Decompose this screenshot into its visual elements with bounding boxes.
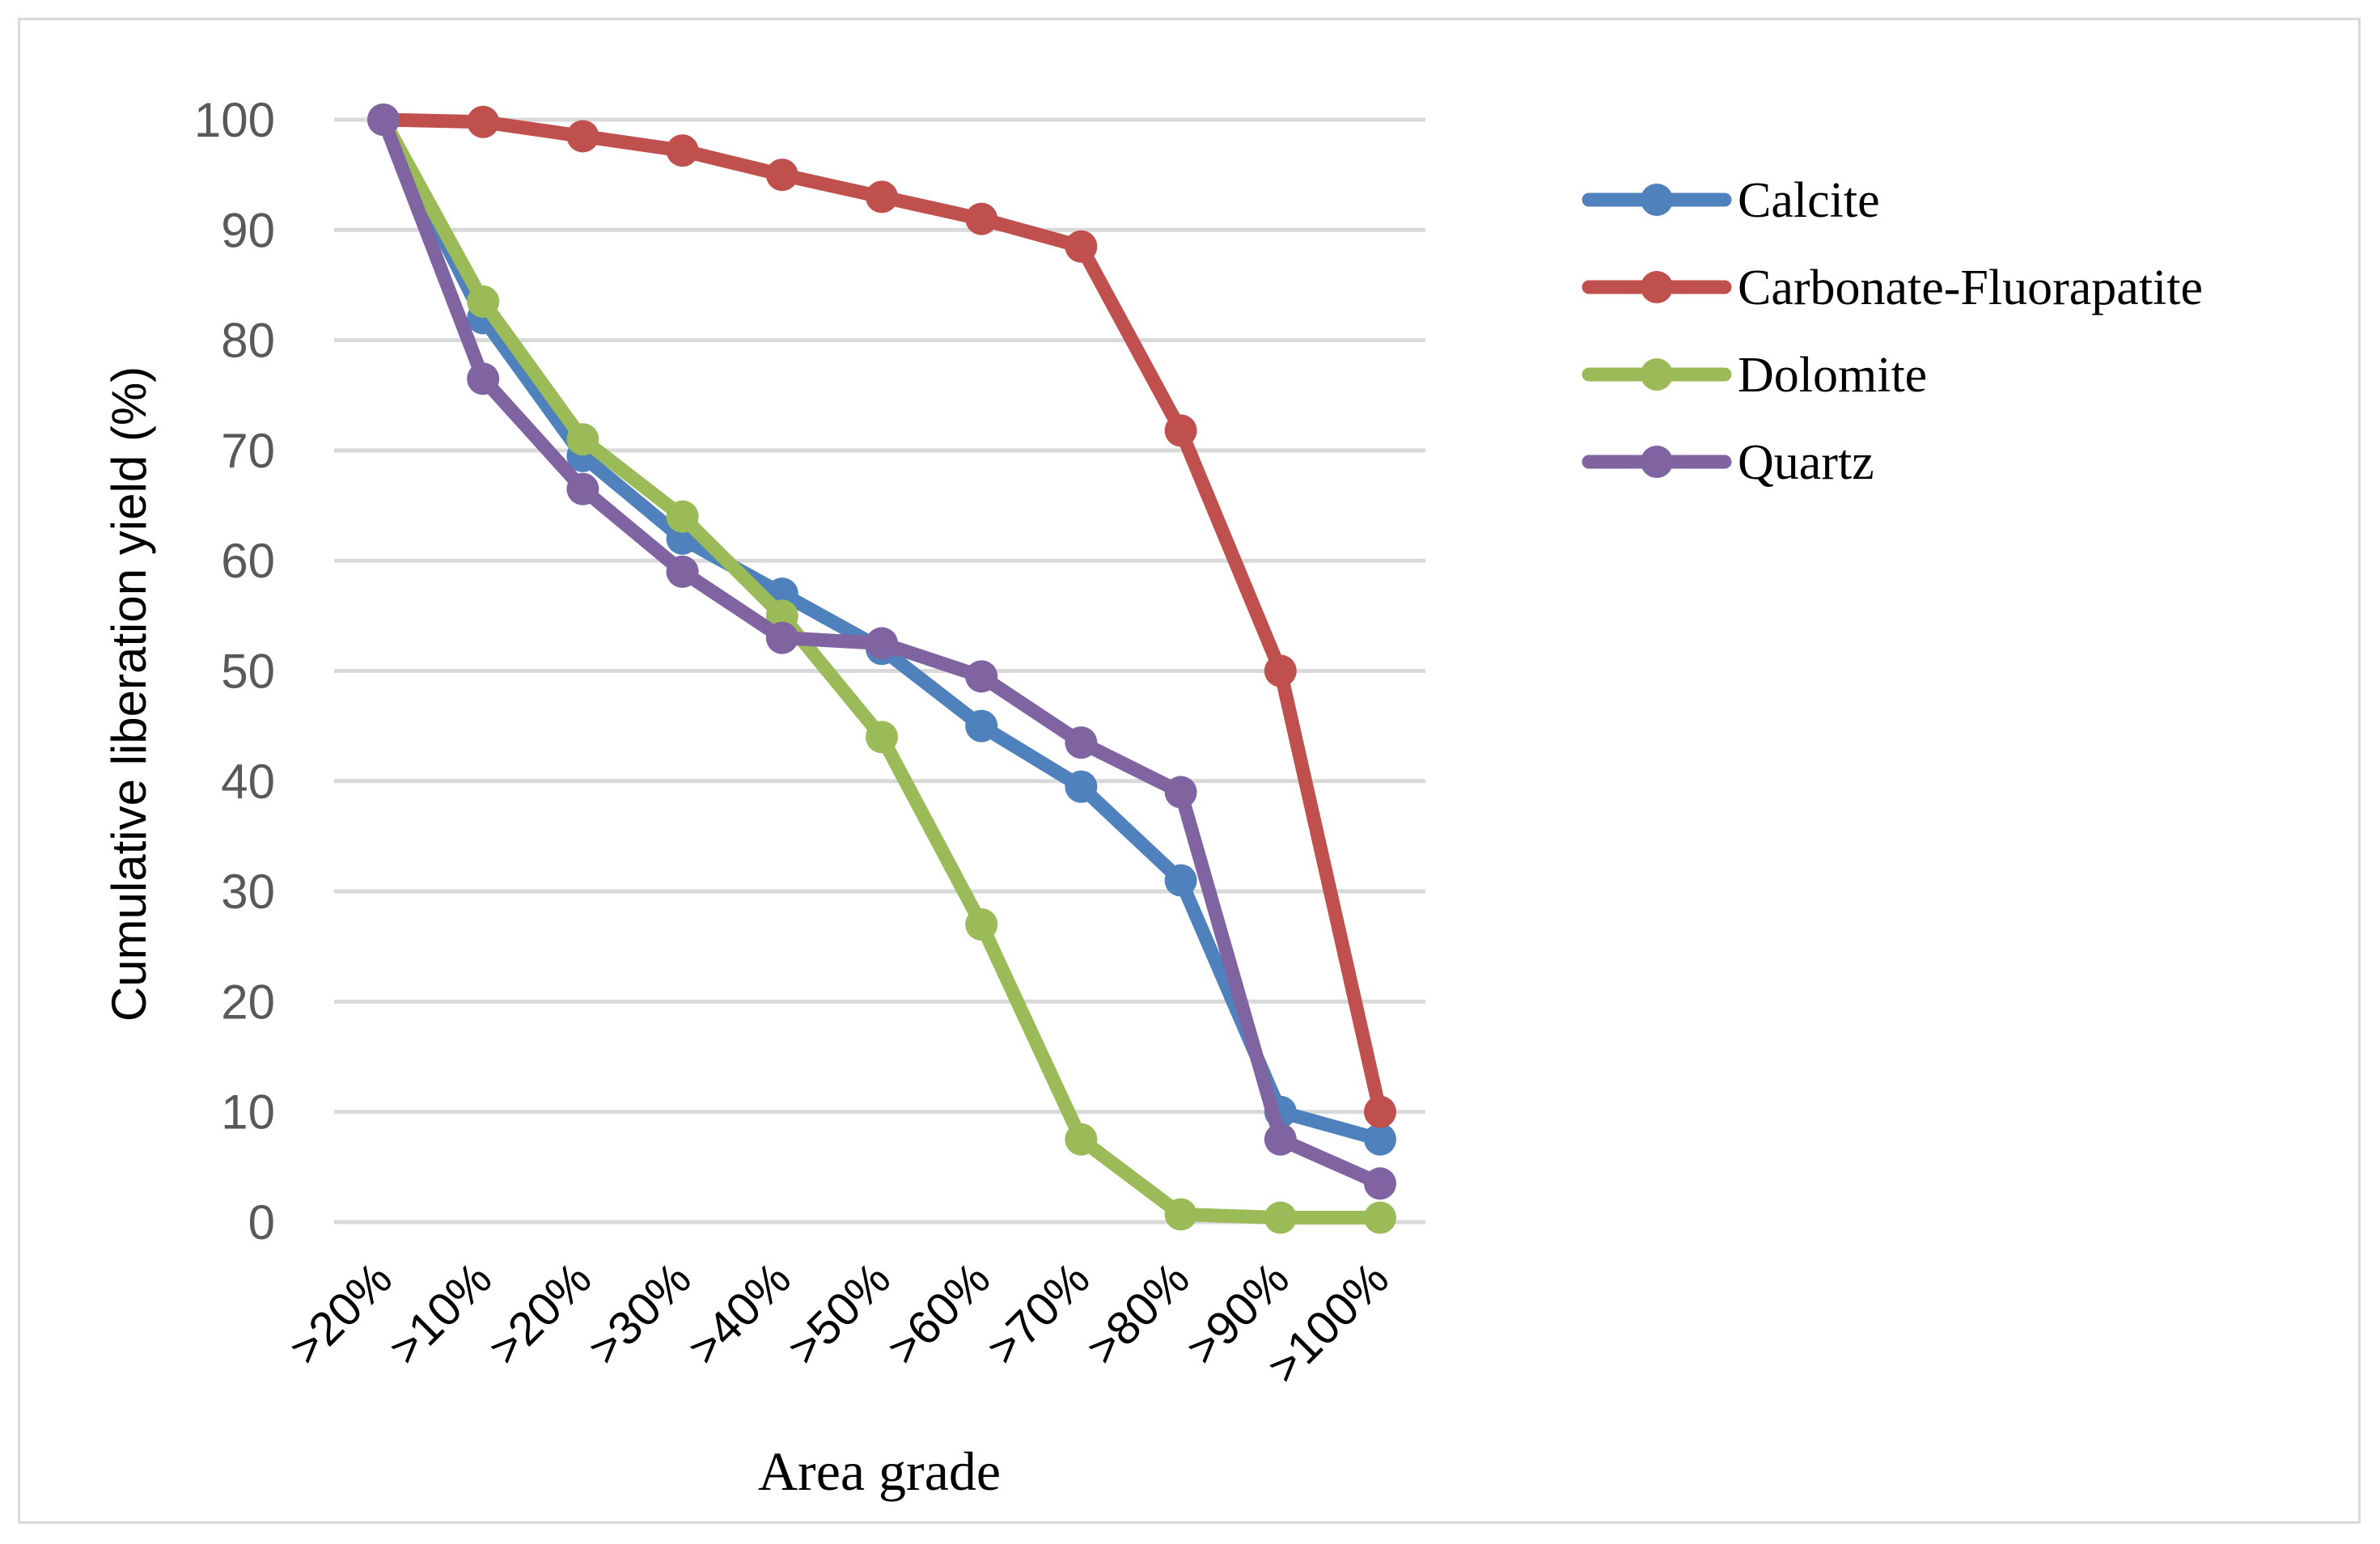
y-tick-label: 0 <box>248 1195 275 1250</box>
data-point <box>666 134 699 167</box>
data-point <box>1364 1095 1396 1128</box>
data-point <box>566 120 599 153</box>
legend: Calcite Carbonate-Fluorapatite Dolomite Qua… <box>1582 173 2203 490</box>
data-point <box>765 159 798 192</box>
x-tick-label: >10% <box>379 1252 502 1375</box>
data-point <box>965 660 998 693</box>
y-tick-label: 80 <box>221 314 275 368</box>
legend-label: Carbonate-Fluorapatite <box>1738 260 2203 315</box>
y-tick-label: 20 <box>221 975 275 1029</box>
data-point <box>1164 414 1197 447</box>
data-point <box>965 907 998 941</box>
data-point <box>1164 1198 1197 1231</box>
data-point <box>1065 230 1098 263</box>
x-tick-label: >80% <box>1077 1252 1200 1375</box>
data-point <box>566 472 599 506</box>
y-axis-title: Cumulative liberation yield (%) <box>102 366 156 1022</box>
data-point <box>367 104 400 136</box>
data-point <box>1264 1201 1297 1234</box>
data-point <box>666 500 699 533</box>
y-tick-label: 90 <box>221 203 275 257</box>
legend-label: Dolomite <box>1738 348 1927 403</box>
x-tick-label: >70% <box>977 1252 1100 1375</box>
x-tick-label: >20% <box>479 1252 602 1375</box>
series-dolomite <box>367 104 1396 1234</box>
y-tick-label: 100 <box>194 93 275 147</box>
y-tick-label: 30 <box>221 865 275 919</box>
legend-item: Quartz <box>1582 435 1874 490</box>
legend-swatch-marker <box>1641 446 1673 478</box>
series-carbonate-fluorapatite <box>367 104 1396 1128</box>
x-tick-label: >60% <box>877 1252 1000 1375</box>
data-point <box>467 285 500 318</box>
series-line <box>376 112 1387 1225</box>
data-point <box>1065 1123 1098 1156</box>
legend-swatch-marker <box>1641 271 1673 303</box>
y-axis-tick-labels: 0 10 20 30 40 50 60 70 80 90 100 <box>194 93 275 1250</box>
y-tick-label: 60 <box>221 534 275 588</box>
data-point <box>666 555 699 588</box>
legend-label: Quartz <box>1738 435 1874 490</box>
legend-item: Calcite <box>1582 173 1880 228</box>
data-point <box>1264 654 1297 687</box>
y-tick-label: 10 <box>221 1085 275 1140</box>
legend-swatch-marker <box>1641 358 1673 391</box>
x-axis-tick-labels: >20%>10%>20%>30%>40%>50%>60%>70%>80%>90%… <box>279 1252 1399 1394</box>
data-point <box>866 627 898 660</box>
data-point <box>467 105 500 138</box>
data-point <box>1364 1123 1396 1156</box>
data-point <box>1065 726 1098 759</box>
series-quartz <box>367 104 1396 1200</box>
data-point <box>965 709 998 742</box>
data-point <box>1164 776 1197 809</box>
data-point <box>1264 1123 1297 1156</box>
x-tick-label: >30% <box>578 1252 701 1375</box>
x-axis-title: Area grade <box>758 1440 1001 1502</box>
legend-item: Carbonate-Fluorapatite <box>1582 260 2203 315</box>
data-point <box>965 202 998 235</box>
data-point <box>1364 1201 1396 1234</box>
data-point <box>467 362 500 396</box>
data-point <box>1164 864 1197 897</box>
data-point <box>765 621 798 654</box>
x-tick-label: >40% <box>678 1252 801 1375</box>
data-point <box>566 423 599 456</box>
data-point <box>866 721 898 754</box>
data-point <box>1364 1167 1396 1200</box>
series-layer <box>367 104 1396 1234</box>
y-tick-label: 70 <box>221 424 275 478</box>
data-point <box>866 180 898 214</box>
y-tick-label: 50 <box>221 645 275 699</box>
legend-swatch-marker <box>1641 184 1673 216</box>
legend-label: Calcite <box>1738 173 1880 228</box>
y-tick-label: 40 <box>221 755 275 809</box>
legend-item: Dolomite <box>1582 348 1927 403</box>
chart-frame <box>18 18 2361 1524</box>
x-tick-label: >50% <box>777 1252 900 1375</box>
x-tick-label: >20% <box>279 1252 402 1375</box>
data-point <box>1065 770 1098 803</box>
